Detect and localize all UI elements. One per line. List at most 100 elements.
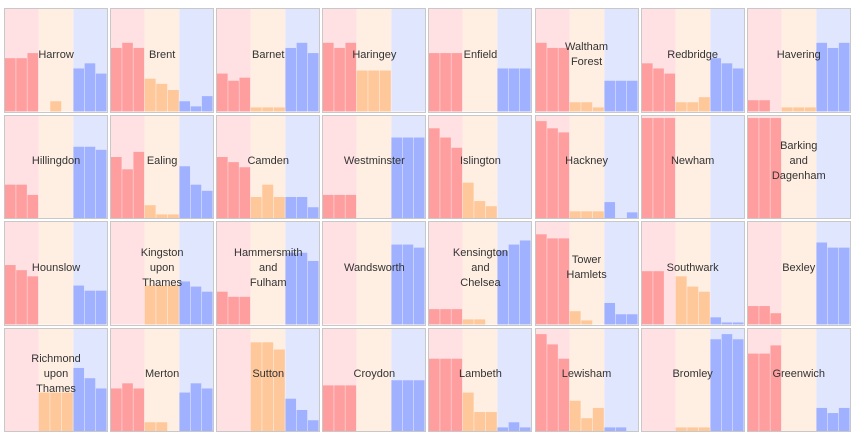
bar [84,146,96,218]
bar [626,211,637,218]
bar [732,338,744,431]
group-background [38,9,74,112]
bar [391,244,403,325]
group-background [463,9,498,112]
bar [50,392,62,431]
group-background [603,328,638,431]
group-background [781,222,817,325]
bar [27,194,39,218]
panel-bars [323,9,426,112]
bar [710,338,721,431]
bar [95,149,107,218]
bar [497,250,509,325]
panel-bars [429,9,532,112]
panel-bars [429,222,532,325]
bar [615,426,626,431]
bar [95,73,107,112]
bar [122,42,133,112]
bar [95,387,107,431]
group-background [391,9,426,112]
panel-haringey: Haringey [322,8,427,113]
bar [710,58,721,112]
bar [652,68,664,112]
bar [603,80,615,112]
bar [308,260,319,325]
bar [190,382,202,431]
panel-hackney: Hackney [534,114,639,219]
bar [463,182,475,218]
bar [16,58,27,112]
panel-croydon: Croydon [322,327,427,432]
bar [451,53,463,112]
bar [111,156,122,218]
bar [402,244,414,325]
bar [391,379,403,431]
bar [838,407,850,431]
bar [73,68,85,112]
panel-islington: Islington [428,114,533,219]
panel-southwark: Southwark [640,221,745,326]
bar [274,107,285,112]
panel-bars [323,328,426,431]
panel-bexley: Bexley [746,221,851,326]
group-background [250,9,286,112]
bar [323,384,334,431]
bar [144,204,156,218]
panel-bromley: Bromley [640,327,745,432]
bar [686,102,698,112]
panel-ealing: Ealing [110,114,215,219]
bar [710,317,721,325]
bar [569,311,581,325]
bar [721,322,732,325]
bar [463,319,475,325]
bar [626,314,637,325]
bar [27,276,39,325]
bar [732,68,744,112]
bar [451,309,463,325]
bar [250,196,262,218]
panel-hillingdon: Hillingdon [4,114,109,219]
panel-hammersmith-and-fulham: Hammersmith and Fulham [216,221,321,326]
panel-bars [323,222,426,325]
panel-bars [747,222,850,325]
bar [179,165,191,218]
group-background [463,222,498,325]
bar [156,83,168,112]
bar [156,285,168,325]
panel-brent: Brent [110,8,215,113]
bar [569,102,581,112]
bar [111,47,122,112]
panel-newham: Newham [640,114,745,219]
bar [414,137,425,218]
group-background [781,115,817,218]
bar [580,320,592,325]
bar [641,117,653,218]
bar [686,286,698,325]
bar [402,137,414,218]
bar [592,407,604,431]
bar [5,58,16,112]
group-background [569,115,604,218]
group-background [429,222,464,325]
bar [686,426,698,431]
bar [758,117,770,218]
bar [133,387,145,431]
bar [228,296,240,325]
bar [73,367,85,431]
panel-sutton: Sutton [216,327,321,432]
panel-bars [5,115,108,218]
group-background [356,328,392,431]
bar [296,196,308,218]
bar [429,358,441,431]
bar [652,117,664,218]
panel-bars [217,328,320,431]
bar [144,78,156,112]
bar [274,349,285,431]
bar [615,314,626,325]
bar [250,107,262,112]
bar [167,285,179,325]
group-background [675,9,711,112]
panel-tower-hamlets: Tower Hamlets [534,221,639,326]
panel-bars [535,9,638,112]
panel-bars [111,115,214,218]
